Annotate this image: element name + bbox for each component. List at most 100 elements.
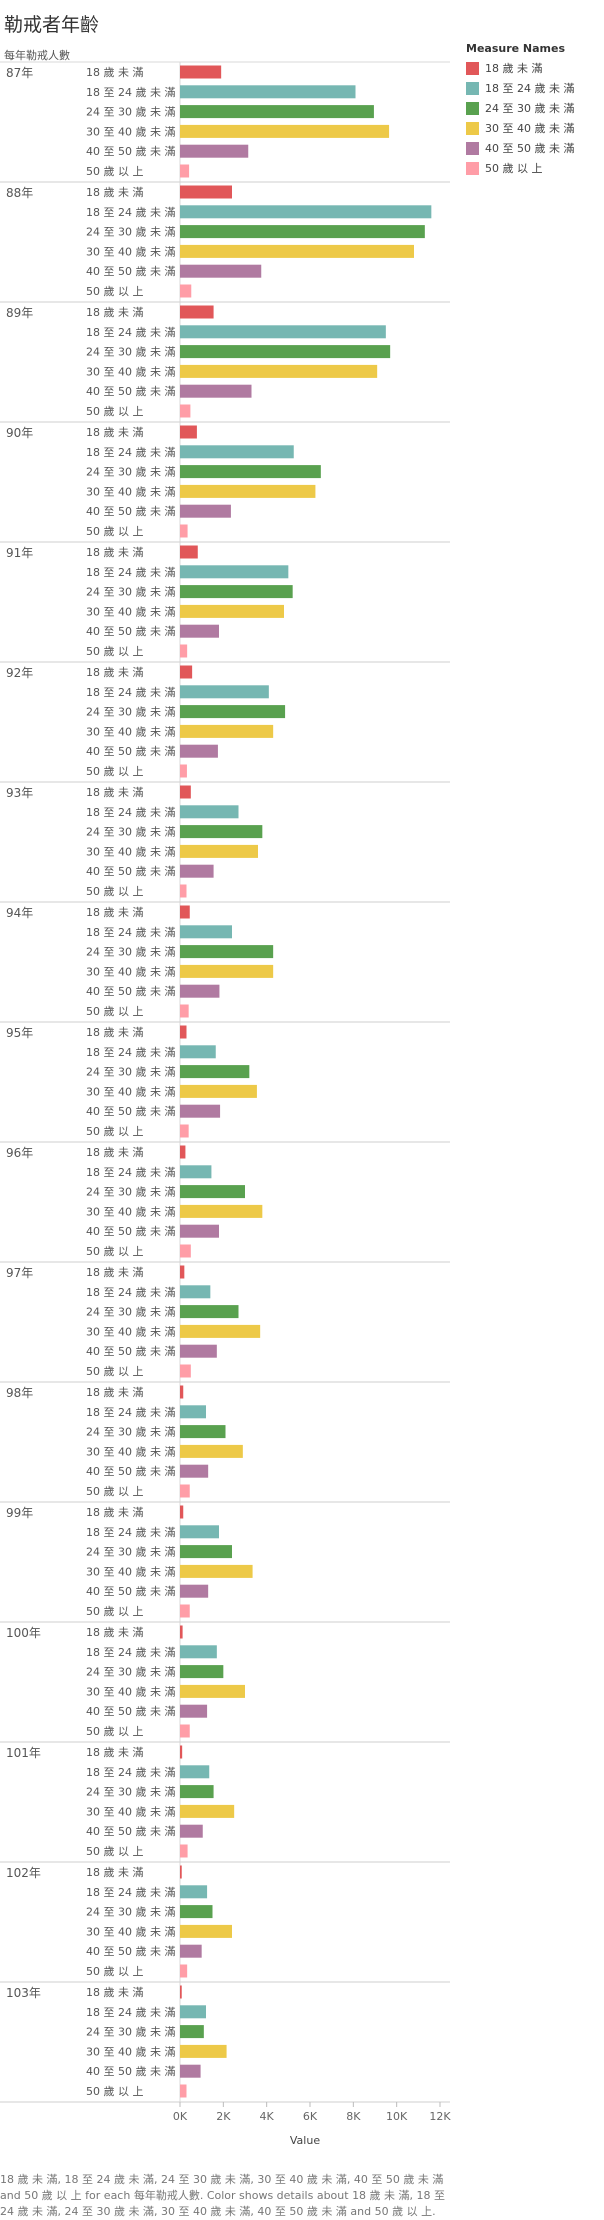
category-label: 18 歲 未 滿	[86, 1745, 144, 1759]
category-label: 40 至 50 歲 未 滿	[86, 1464, 175, 1478]
category-label: 24 至 30 歲 未 滿	[86, 1185, 175, 1199]
category-label: 40 至 50 歲 未 滿	[86, 1104, 175, 1118]
category-label: 24 至 30 歲 未 滿	[86, 1785, 175, 1799]
category-label: 24 至 30 歲 未 滿	[86, 1425, 175, 1439]
category-label: 50 歲 以 上	[86, 1004, 144, 1018]
bar	[180, 504, 231, 518]
category-label: 40 至 50 歲 未 滿	[86, 1584, 175, 1598]
legend-item[interactable]: 40 至 50 歲 未 滿	[466, 138, 602, 158]
category-label: 40 至 50 歲 未 滿	[86, 144, 175, 158]
bar	[180, 1124, 189, 1138]
bar	[180, 1604, 190, 1618]
bar	[180, 1804, 235, 1818]
year-label: 89年	[6, 306, 33, 320]
bar	[180, 1985, 182, 1999]
bar	[180, 984, 220, 998]
year-label: 96年	[6, 1146, 33, 1160]
year-label: 92年	[6, 666, 33, 680]
category-label: 18 至 24 歲 未 滿	[86, 2005, 175, 2019]
category-label: 50 歲 以 上	[86, 2084, 144, 2098]
category-label: 40 至 50 歲 未 滿	[86, 2064, 175, 2078]
category-label: 50 歲 以 上	[86, 1364, 144, 1378]
bar	[180, 805, 239, 819]
category-label: 50 歲 以 上	[86, 1484, 144, 1498]
bar	[180, 945, 274, 959]
legend: Measure Names 18 歲 未 滿 18 至 24 歲 未 滿 24 至 …	[466, 42, 602, 178]
legend-label: 24 至 30 歲 未 滿	[485, 102, 575, 115]
category-label: 50 歲 以 上	[86, 1724, 144, 1738]
bar	[180, 2084, 187, 2098]
bar	[180, 864, 214, 878]
category-label: 18 歲 未 滿	[86, 65, 144, 79]
legend-item[interactable]: 30 至 40 歲 未 滿	[466, 118, 602, 138]
category-label: 18 至 24 歲 未 滿	[86, 565, 175, 579]
category-label: 18 至 24 歲 未 滿	[86, 685, 175, 699]
legend-item[interactable]: 50 歲 以 上	[466, 158, 602, 178]
year-label: 97年	[6, 1266, 33, 1280]
bar	[180, 2025, 204, 2039]
bar	[180, 1525, 219, 1539]
chart-title: 勒戒者年齡	[4, 14, 100, 36]
category-label: 18 歲 未 滿	[86, 305, 144, 319]
bar	[180, 205, 432, 219]
category-label: 24 至 30 歲 未 滿	[86, 225, 175, 239]
bar	[180, 1724, 190, 1738]
bar	[180, 545, 198, 559]
category-label: 18 歲 未 滿	[86, 665, 144, 679]
bar	[180, 164, 190, 178]
legend-item[interactable]: 18 至 24 歲 未 滿	[466, 78, 602, 98]
bar	[180, 1545, 232, 1559]
category-label: 30 至 40 歲 未 滿	[86, 1084, 175, 1098]
bar	[180, 425, 197, 439]
bar	[180, 144, 249, 158]
bar	[180, 565, 289, 579]
year-label: 100年	[6, 1626, 41, 1640]
legend-swatch	[466, 81, 479, 95]
bar	[180, 1964, 188, 1978]
bar	[180, 1405, 206, 1419]
legend-label: 40 至 50 歲 未 滿	[485, 142, 575, 155]
year-label: 102年	[6, 1866, 41, 1880]
bar	[180, 884, 187, 898]
legend-label: 18 歲 未 滿	[485, 62, 543, 75]
category-label: 18 歲 未 滿	[86, 1145, 144, 1159]
category-label: 30 至 40 歲 未 滿	[86, 1564, 175, 1578]
category-label: 24 至 30 歲 未 滿	[86, 825, 175, 839]
x-tick-label: 6K	[303, 2110, 318, 2123]
bar	[180, 1625, 183, 1639]
bar	[180, 1665, 224, 1679]
bar	[180, 225, 425, 239]
category-label: 18 歲 未 滿	[86, 1625, 144, 1639]
bar	[180, 364, 378, 378]
legend-title: Measure Names	[466, 42, 566, 55]
category-label: 18 歲 未 滿	[86, 1985, 144, 1999]
x-tick-label: 12K	[429, 2110, 451, 2123]
category-label: 18 至 24 歲 未 滿	[86, 205, 175, 219]
category-label: 18 歲 未 滿	[86, 785, 144, 799]
year-label: 103年	[6, 1986, 41, 2000]
bar	[180, 325, 386, 339]
bar	[180, 1484, 190, 1498]
bar	[180, 1905, 213, 1919]
category-label: 18 至 24 歲 未 滿	[86, 445, 175, 459]
bar	[180, 825, 263, 839]
bar	[180, 264, 262, 278]
category-label: 30 至 40 歲 未 滿	[86, 964, 175, 978]
bar-chart: 87年 18 歲 未 滿 18 至 24 歲 未 滿 24 至 30 歲 未 滿 30 …	[0, 61, 451, 2147]
bar	[180, 1265, 185, 1279]
bar	[180, 665, 193, 679]
bar	[180, 1305, 239, 1319]
category-label: 18 至 24 歲 未 滿	[86, 1285, 175, 1299]
bar	[180, 1025, 187, 1039]
category-label: 50 歲 以 上	[86, 1604, 144, 1618]
x-tick-label: 0K	[173, 2110, 188, 2123]
category-label: 30 至 40 歲 未 滿	[86, 1324, 175, 1338]
legend-label: 18 至 24 歲 未 滿	[485, 82, 575, 95]
bar	[180, 1684, 245, 1698]
category-label: 24 至 30 歲 未 滿	[86, 1065, 175, 1079]
category-label: 50 歲 以 上	[86, 404, 144, 418]
category-label: 24 至 30 歲 未 滿	[86, 105, 175, 119]
category-label: 18 歲 未 滿	[86, 1505, 144, 1519]
legend-item[interactable]: 18 歲 未 滿	[466, 58, 602, 78]
legend-item[interactable]: 24 至 30 歲 未 滿	[466, 98, 602, 118]
